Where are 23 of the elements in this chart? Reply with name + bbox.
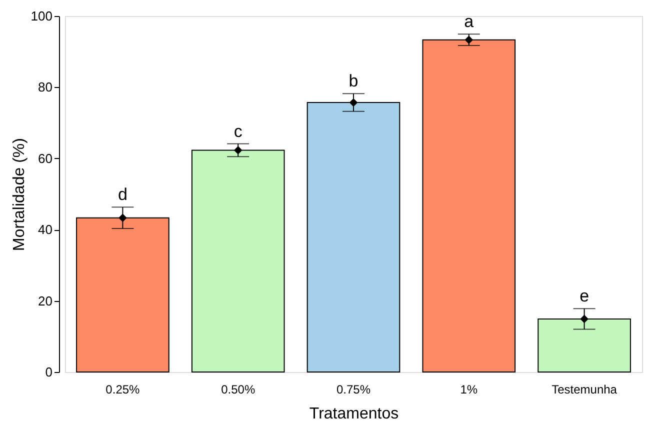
y-tick-label: 100 <box>30 8 52 24</box>
x-tick-label: 0.50% <box>221 382 256 396</box>
point <box>464 36 474 44</box>
y-tick-label: 60 <box>38 150 52 166</box>
y-tick-label: 80 <box>38 80 52 95</box>
x-tick-label: 1% <box>460 382 478 396</box>
y-tick-label: 20 <box>38 293 52 308</box>
x-tick-label: 0.25% <box>106 382 140 396</box>
x-axis-title: Tratamentos <box>309 406 399 422</box>
annotation: c <box>234 122 243 141</box>
point <box>234 146 242 154</box>
x-tick-label: Testemunha <box>552 382 618 396</box>
point <box>349 98 358 107</box>
annotation: e <box>580 286 590 306</box>
x-tick-label: 0.75% <box>336 382 371 396</box>
point <box>118 214 127 222</box>
point <box>580 314 588 324</box>
y-tick-label: 0 <box>45 364 52 380</box>
y-tick-label: 40 <box>38 222 52 238</box>
annotation: a <box>464 12 474 32</box>
y-axis-title: Mortalidade (%) <box>10 138 28 251</box>
annotation: b <box>348 72 358 91</box>
annotation: d <box>118 185 128 204</box>
